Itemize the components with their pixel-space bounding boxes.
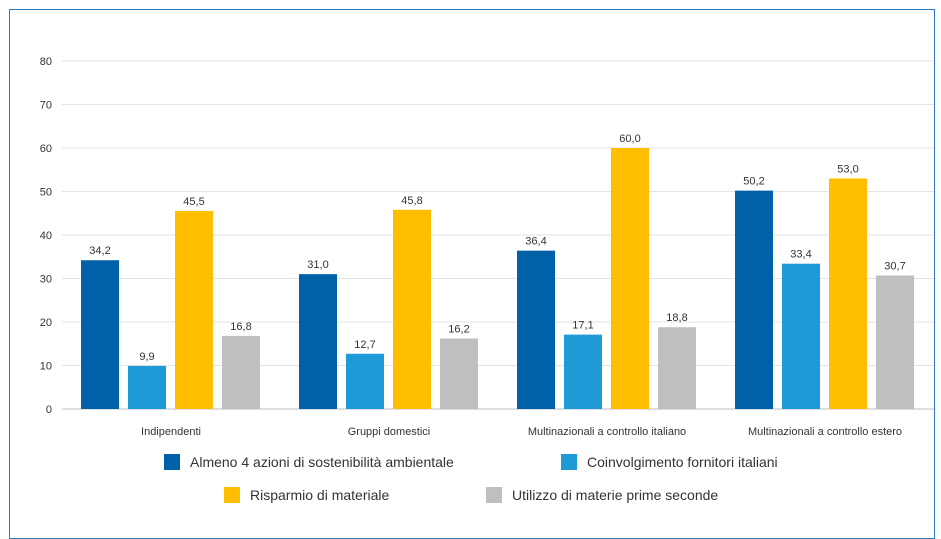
bar	[611, 148, 649, 409]
data-label: 50,2	[743, 176, 764, 188]
bar	[829, 178, 867, 409]
data-label: 33,4	[790, 249, 811, 261]
legend-label: Utilizzo di materie prime seconde	[512, 487, 718, 503]
data-label: 36,4	[525, 236, 546, 248]
legend-label: Risparmio di materiale	[250, 487, 389, 503]
bar	[782, 263, 820, 409]
data-label: 31,0	[307, 259, 328, 271]
data-label: 45,8	[401, 195, 422, 207]
bar	[175, 211, 213, 409]
data-label: 16,2	[448, 324, 469, 336]
y-tick-label: 0	[46, 404, 52, 416]
y-tick-label: 30	[40, 274, 52, 286]
legend-label: Coinvolgimento fornitori italiani	[587, 454, 778, 470]
data-label: 34,2	[89, 245, 110, 257]
bar	[876, 275, 914, 409]
legend-swatch	[561, 454, 577, 470]
y-tick-label: 40	[40, 230, 52, 242]
bar	[440, 338, 478, 409]
data-label: 53,0	[837, 163, 858, 175]
data-label: 18,8	[666, 312, 687, 324]
bar	[658, 327, 696, 409]
y-tick-label: 10	[40, 361, 52, 373]
bar	[564, 334, 602, 409]
y-tick-label: 50	[40, 187, 52, 199]
x-tick-label: Multinazionali a controllo italiano	[528, 426, 686, 438]
y-tick-label: 60	[40, 143, 52, 155]
bar	[517, 250, 555, 409]
x-tick-label: Multinazionali a controllo estero	[748, 426, 902, 438]
bar	[346, 353, 384, 409]
bar	[81, 260, 119, 409]
data-label: 9,9	[139, 351, 154, 363]
bar	[128, 365, 166, 409]
data-label: 12,7	[354, 339, 375, 351]
y-tick-label: 20	[40, 317, 52, 329]
data-label: 60,0	[619, 133, 640, 145]
bar	[393, 209, 431, 409]
data-label: 16,8	[230, 321, 251, 333]
legend-label: Almeno 4 azioni di sostenibilità ambient…	[190, 454, 454, 470]
y-tick-label: 80	[40, 56, 52, 68]
bar	[299, 274, 337, 409]
data-label: 30,7	[884, 260, 905, 272]
x-tick-label: Indipendenti	[141, 426, 201, 438]
legend-swatch	[486, 487, 502, 503]
y-tick-label: 70	[40, 100, 52, 112]
data-label: 45,5	[183, 196, 204, 208]
bar	[735, 190, 773, 409]
legend-swatch	[224, 487, 240, 503]
bar	[222, 335, 260, 409]
x-tick-label: Gruppi domestici	[348, 426, 431, 438]
legend-swatch	[164, 454, 180, 470]
bar-chart: 0 10 20 30 40 50 60 70 80 34,2 9,9 45,5 16,8 Indipend…	[40, 56, 934, 503]
data-label: 17,1	[572, 320, 593, 332]
